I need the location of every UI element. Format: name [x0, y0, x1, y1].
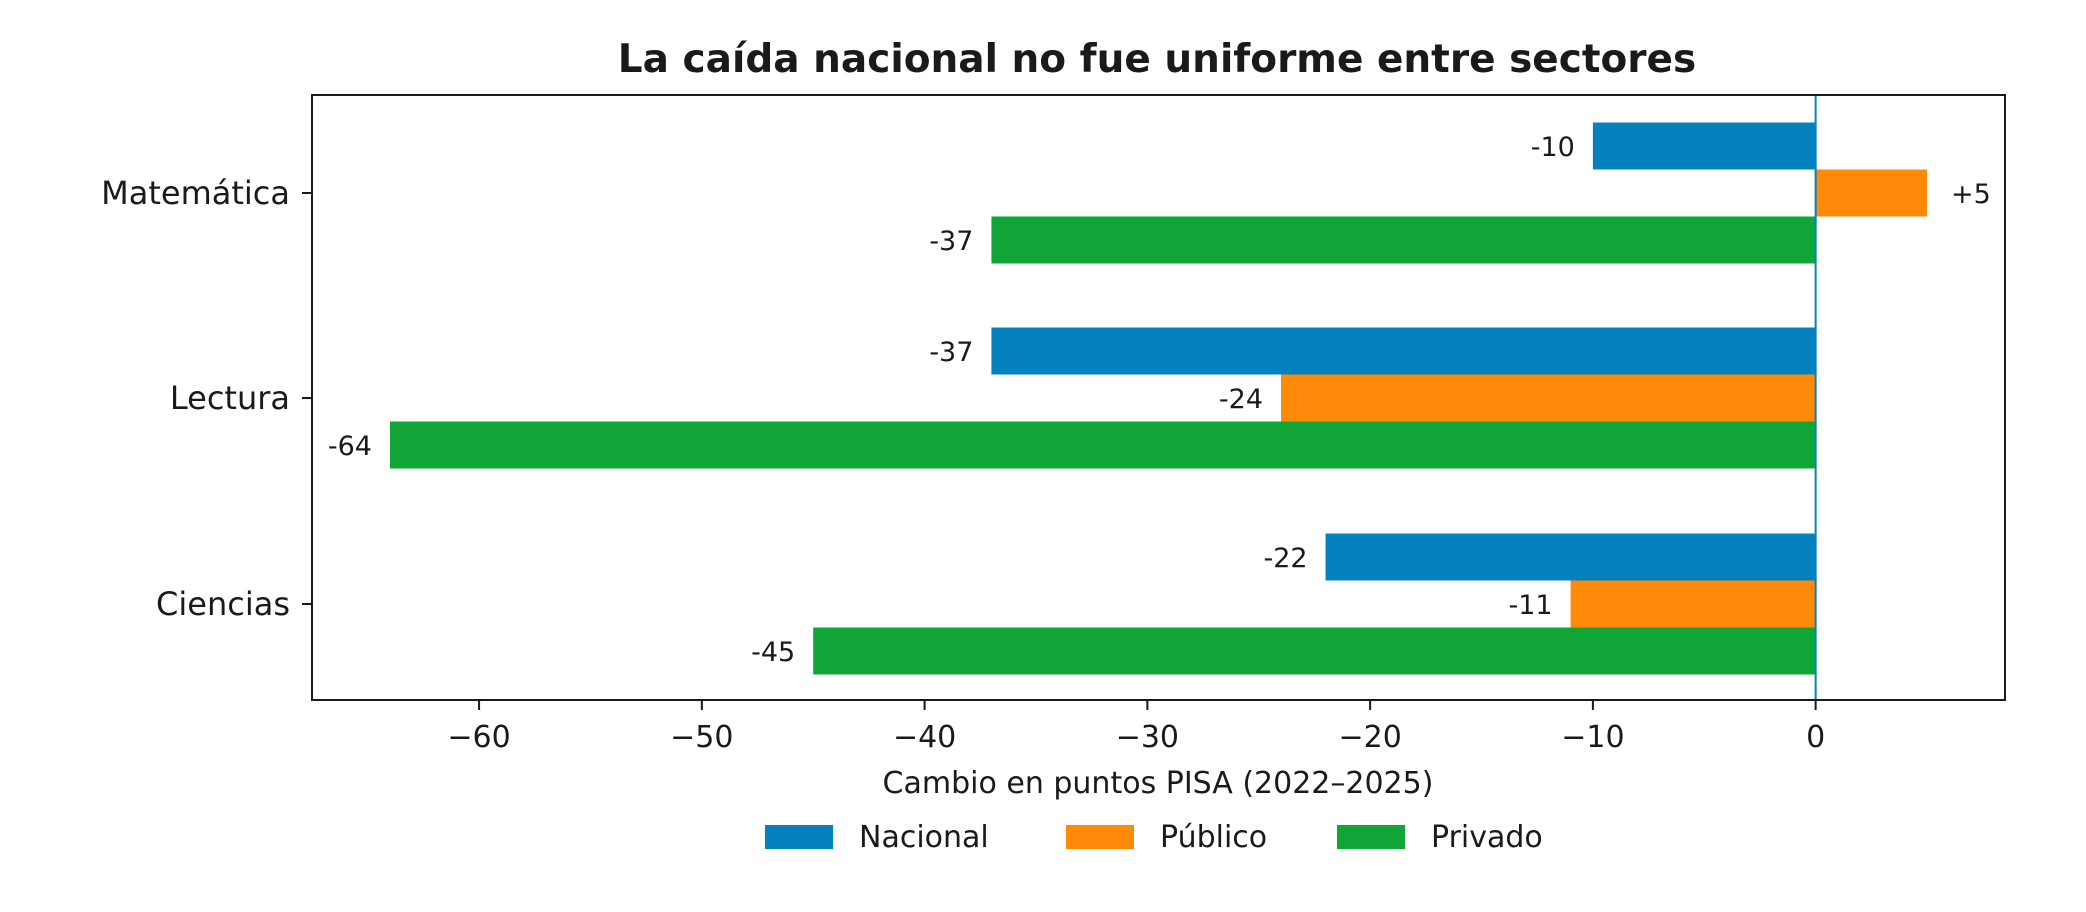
bar-matematica-publico [1815, 169, 1928, 217]
x-tick-label: −60 [447, 720, 510, 755]
bar-lectura-nacional [991, 327, 1816, 375]
data-label-ciencias-nacional: -22 [1263, 543, 1307, 574]
bar-ciencias-nacional [1325, 533, 1816, 581]
bar-ciencias-privado [813, 627, 1816, 675]
data-label-lectura-privado: -64 [328, 431, 372, 462]
axes-layer: −60 −50 −40 −30 −20 −10 0 Matemática Lectura Cien… [101, 94, 2006, 755]
legend-item-nacional: Nacional [765, 820, 989, 855]
data-label-matematica-privado: -37 [929, 226, 973, 257]
legend-swatch-nacional [765, 825, 833, 849]
legend-item-privado: Privado [1337, 820, 1543, 855]
x-tick-label: −30 [1116, 720, 1179, 755]
x-tick-label: −20 [1338, 720, 1401, 755]
bar-matematica-nacional [1592, 122, 1816, 170]
x-axis-label: Cambio en puntos PISA (2022–2025) [883, 766, 1434, 801]
data-label-ciencias-publico: -11 [1509, 590, 1553, 621]
x-tick-label: 0 [1806, 720, 1825, 755]
data-label-lectura-nacional: -37 [929, 337, 973, 368]
category-label-lectura: Lectura [170, 379, 290, 417]
bar-lectura-privado [389, 421, 1816, 469]
bar-lectura-publico [1281, 374, 1816, 422]
data-label-matematica-publico: +5 [1951, 179, 1991, 210]
legend: Nacional Público Privado [765, 820, 1543, 855]
legend-swatch-privado [1337, 825, 1405, 849]
bar-matematica-privado [991, 216, 1816, 264]
x-tick-label: −40 [893, 720, 956, 755]
data-label-lectura-publico: -24 [1219, 384, 1263, 415]
chart-title: La caída nacional no fue uniforme entre … [618, 37, 1696, 82]
legend-label-publico: Público [1160, 820, 1267, 855]
bar-ciencias-publico [1570, 580, 1816, 628]
legend-swatch-publico [1066, 825, 1134, 849]
data-label-ciencias-privado: -45 [751, 637, 795, 668]
legend-label-privado: Privado [1431, 820, 1543, 855]
bars-layer [389, 122, 1928, 675]
legend-label-nacional: Nacional [859, 820, 989, 855]
x-tick-label: −10 [1561, 720, 1624, 755]
data-labels-layer: -10 +5 -37 -37 -24 -64 -22 -11 -45 [328, 132, 1991, 668]
legend-item-publico: Público [1066, 820, 1267, 855]
x-tick-label: −50 [670, 720, 733, 755]
category-label-matematica: Matemática [101, 174, 290, 212]
category-label-ciencias: Ciencias [156, 585, 290, 623]
data-label-matematica-nacional: -10 [1531, 132, 1575, 163]
